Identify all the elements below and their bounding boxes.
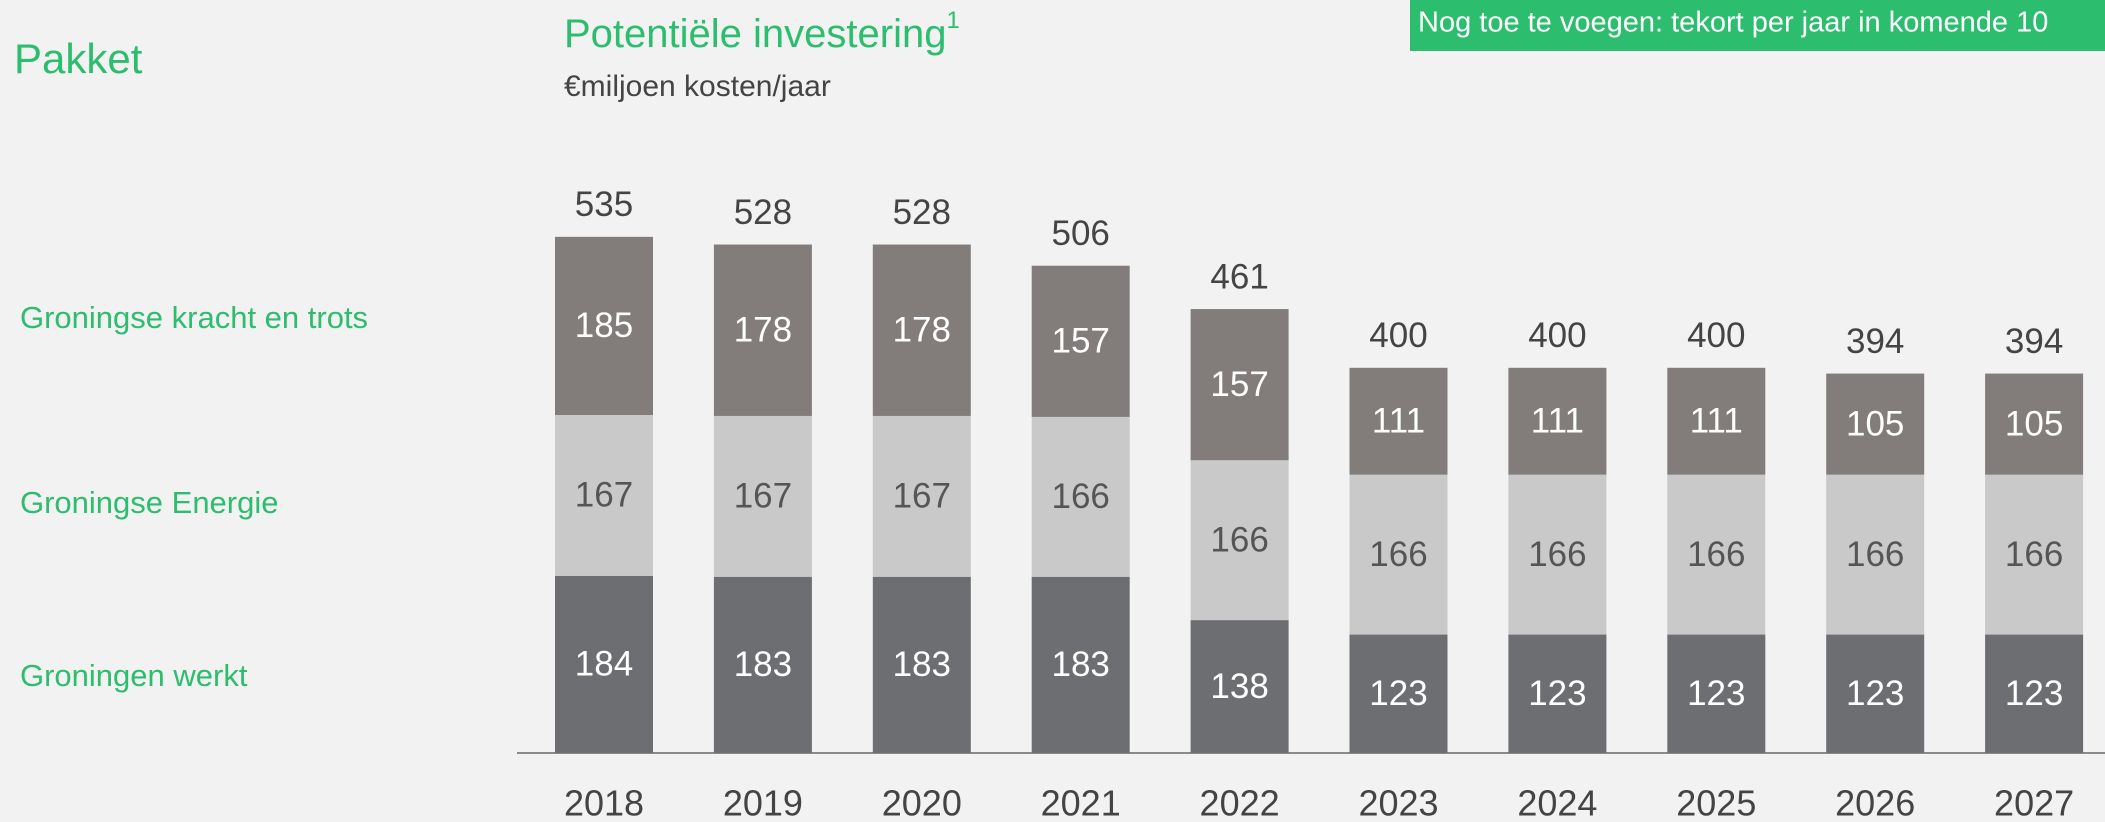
- segment-label: 166: [1369, 535, 1427, 574]
- segment-label: 166: [2005, 535, 2063, 574]
- bar-segment: [1031, 576, 1130, 753]
- segment-label: 167: [893, 477, 951, 516]
- x-tick-label: 2025: [1676, 783, 1756, 822]
- bar-segment: [1667, 367, 1766, 475]
- x-tick-label: 2023: [1358, 783, 1438, 822]
- bar-segment: [1031, 265, 1130, 417]
- total-label: 400: [1369, 316, 1427, 355]
- bar-segment: [555, 575, 653, 753]
- segment-label: 183: [734, 645, 792, 684]
- bar-segment: [1190, 620, 1289, 753]
- total-label: 400: [1687, 316, 1745, 355]
- series-label: Groningen werkt: [20, 658, 248, 693]
- segment-label: 166: [1528, 535, 1586, 574]
- bar-segment: [555, 236, 653, 415]
- segment-label: 111: [1372, 401, 1425, 440]
- bar-segment: [1349, 634, 1448, 753]
- segment-label: 178: [734, 310, 792, 349]
- banner-text: Nog toe te voegen: tekort per jaar in ko…: [1418, 7, 2048, 39]
- x-tick-label: 2018: [564, 783, 644, 822]
- total-label: 535: [575, 185, 633, 224]
- x-tick-label: 2027: [1994, 783, 2074, 822]
- segment-label: 166: [1846, 535, 1904, 574]
- bar-segment: [713, 415, 812, 577]
- chart-subtitle: €miljoen kosten/jaar: [564, 70, 831, 103]
- segment-label: 183: [893, 645, 951, 684]
- bar-segment: [1985, 373, 2084, 475]
- bar-segment: [1985, 474, 2084, 635]
- x-tick-label: 2020: [882, 783, 962, 822]
- segment-label: 157: [1210, 365, 1268, 404]
- bar-segment: [1826, 474, 1925, 635]
- segment-label: 167: [734, 477, 792, 516]
- bar-segment: [713, 244, 812, 416]
- bar-segment: [1508, 634, 1607, 753]
- segment-label: 138: [1210, 667, 1268, 706]
- title-text: Potentiële investering: [564, 12, 946, 56]
- x-tick-label: 2019: [723, 783, 803, 822]
- title-note: 1: [946, 7, 959, 34]
- banner: [1410, 0, 2105, 51]
- bar-segment: [1985, 634, 2084, 753]
- segment-label: 166: [1051, 477, 1109, 516]
- total-label: 461: [1210, 257, 1268, 296]
- section-title: Pakket: [14, 35, 143, 82]
- segment-label: 166: [1687, 535, 1745, 574]
- total-label: 528: [734, 193, 792, 232]
- total-label: 394: [2005, 322, 2063, 361]
- chart-title: Potentiële investering1: [564, 7, 960, 55]
- series-label: Groningse Energie: [20, 485, 279, 520]
- bar-segment: [1190, 309, 1289, 461]
- total-label: 528: [893, 193, 951, 232]
- bar-segment: [1349, 474, 1448, 635]
- bar-segment: [713, 576, 812, 753]
- segment-label: 157: [1051, 322, 1109, 361]
- bar-segment: [1667, 474, 1766, 635]
- x-tick-label: 2021: [1041, 783, 1121, 822]
- segment-label: 184: [575, 645, 633, 684]
- bar-segment: [1190, 460, 1289, 621]
- total-label: 506: [1051, 214, 1109, 253]
- bar-segment: [872, 244, 971, 416]
- bar-segment: [1826, 373, 1925, 475]
- bar-segment: [1826, 634, 1925, 753]
- total-label: 400: [1528, 316, 1586, 355]
- segment-label: 167: [575, 476, 633, 515]
- bar-segment: [1667, 634, 1766, 753]
- series-label: Groningse kracht en trots: [20, 300, 368, 335]
- segment-label: 166: [1210, 520, 1268, 559]
- segment-label: 183: [1051, 645, 1109, 684]
- segment-label: 123: [1528, 674, 1586, 713]
- segment-label: 123: [1846, 674, 1904, 713]
- segment-label: 185: [575, 306, 633, 345]
- bar-segment: [1349, 367, 1448, 475]
- x-tick-label: 2024: [1517, 783, 1597, 822]
- segment-label: 105: [2005, 404, 2063, 443]
- x-tick-label: 2026: [1835, 783, 1915, 822]
- segment-label: 123: [1687, 674, 1745, 713]
- total-label: 394: [1846, 322, 1904, 361]
- bar-segment: [872, 576, 971, 753]
- segment-label: 123: [2005, 674, 2063, 713]
- bar-segment: [1508, 474, 1607, 635]
- bar-segment: [555, 414, 653, 576]
- bar-segment: [872, 415, 971, 577]
- segment-label: 111: [1531, 401, 1584, 440]
- segment-label: 111: [1690, 401, 1743, 440]
- bar-segment: [1508, 367, 1607, 475]
- segment-label: 105: [1846, 404, 1904, 443]
- segment-label: 178: [893, 310, 951, 349]
- segment-label: 123: [1369, 674, 1427, 713]
- bar-segment: [1031, 416, 1130, 577]
- x-tick-label: 2022: [1200, 783, 1280, 822]
